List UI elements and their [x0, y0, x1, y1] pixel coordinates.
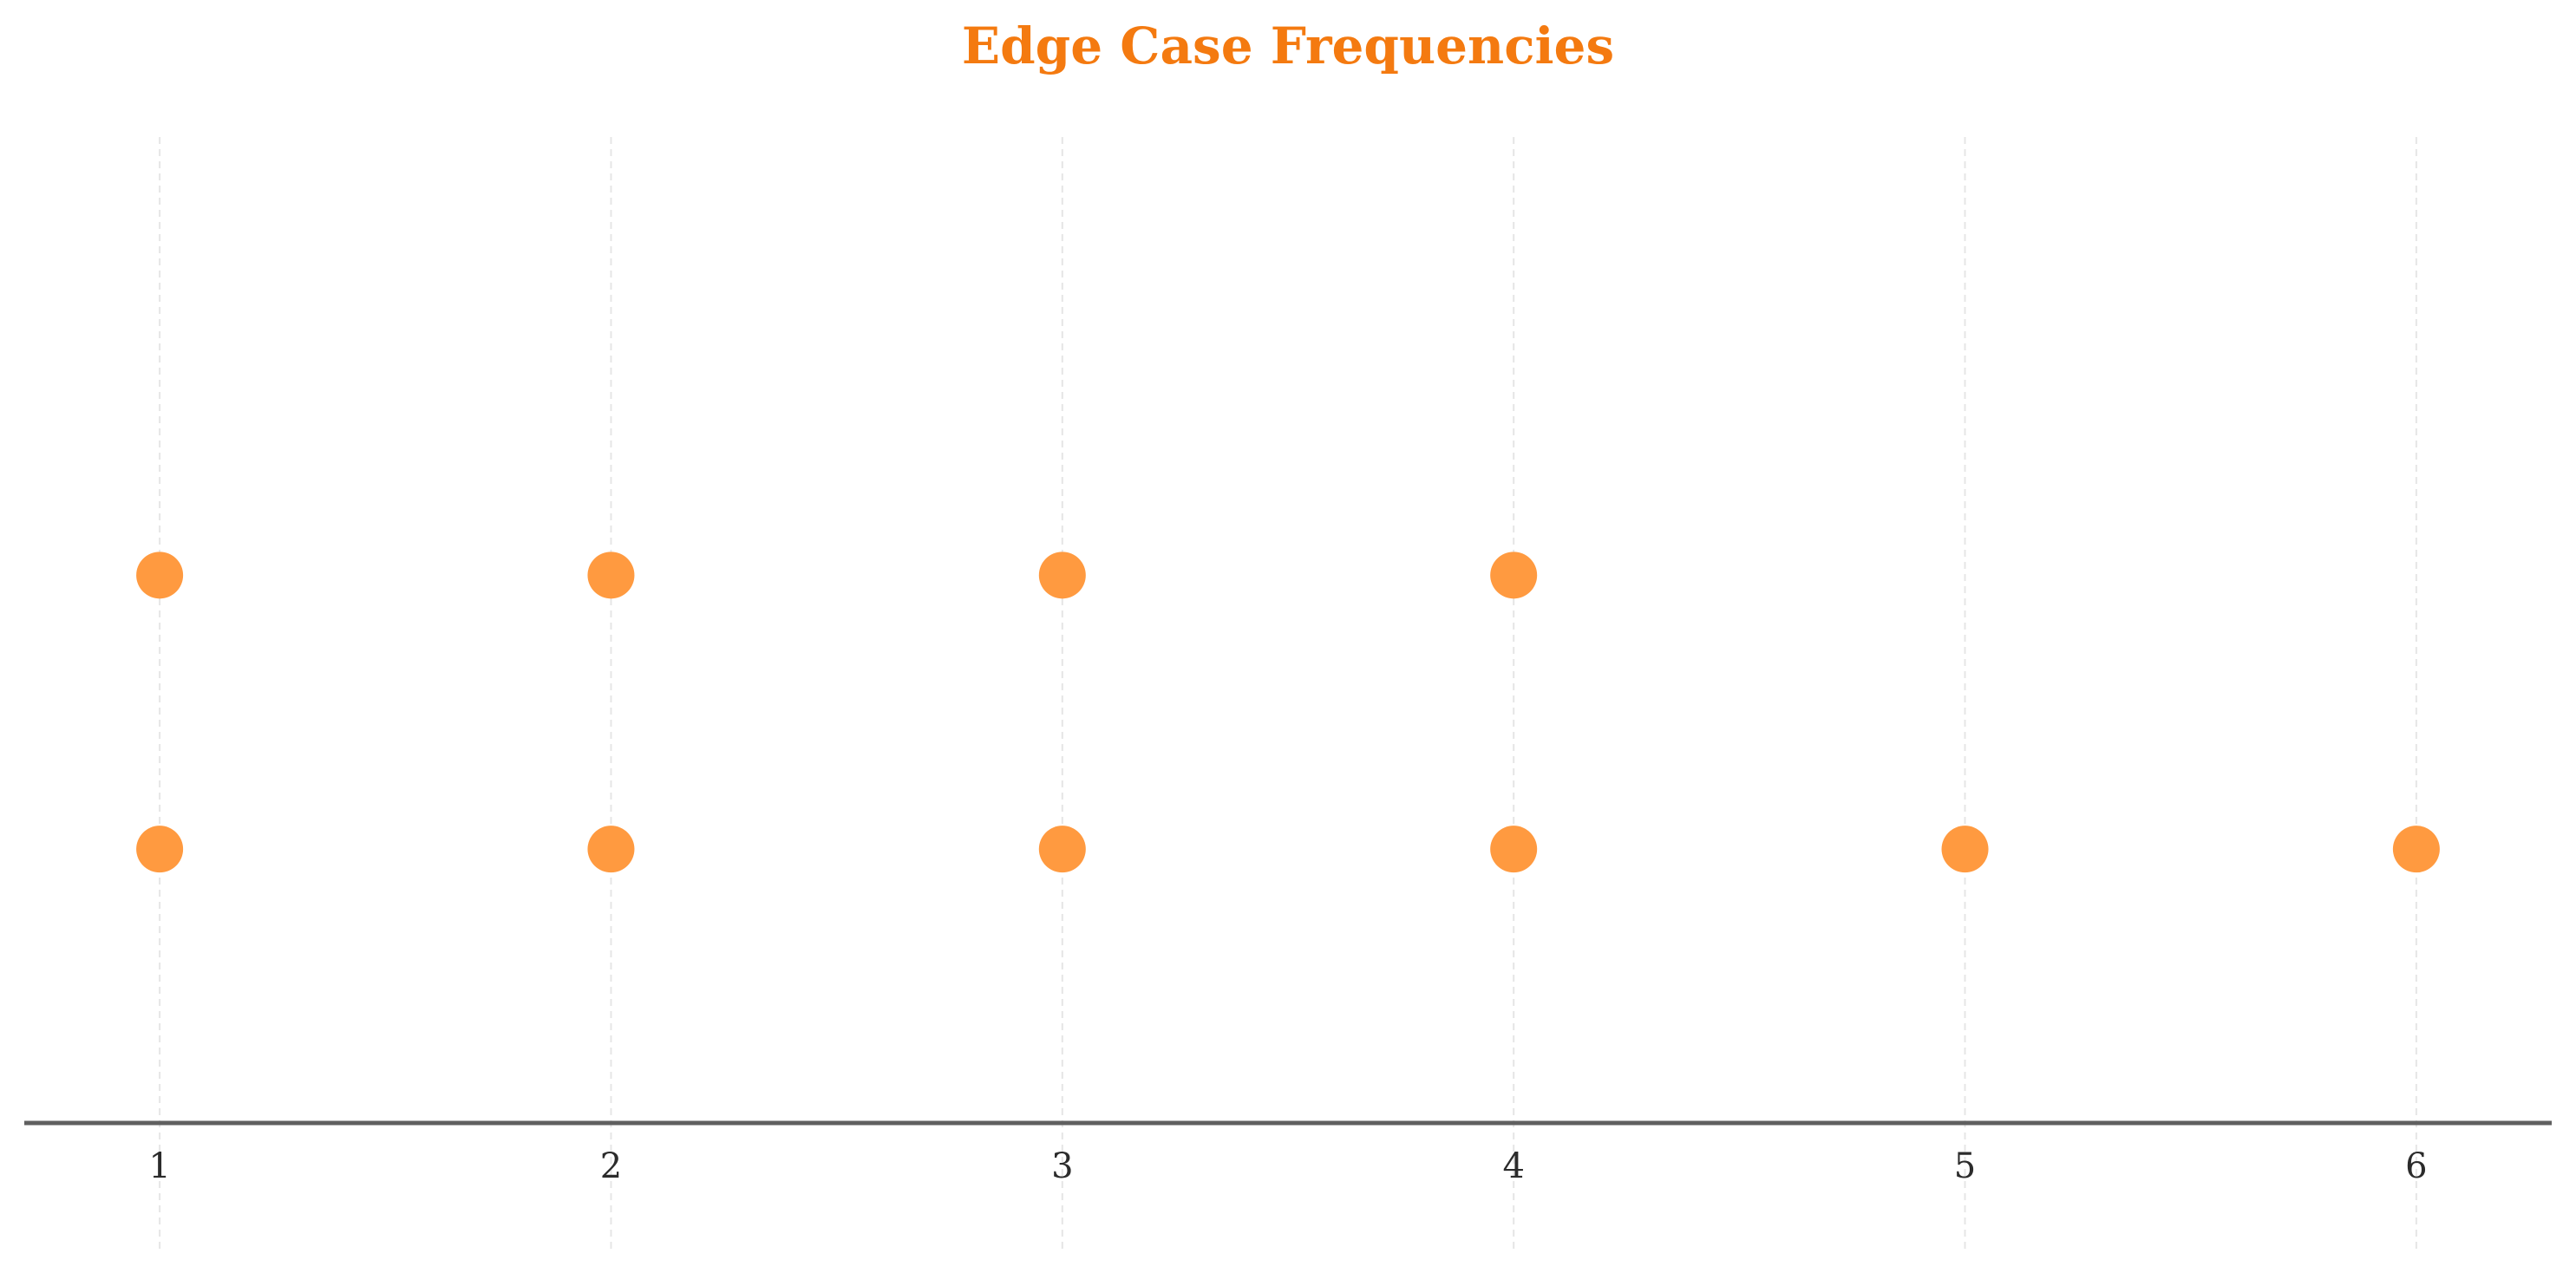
data-point-6	[2392, 826, 2440, 873]
data-points	[136, 552, 2440, 873]
data-point-3	[1038, 826, 1086, 873]
x-tick-label-2: 2	[600, 1146, 622, 1186]
data-point-5	[1941, 826, 1989, 873]
data-point-10	[1490, 552, 1538, 599]
data-point-4	[1490, 826, 1538, 873]
data-point-2	[587, 826, 635, 873]
x-tick-label-3: 3	[1051, 1146, 1073, 1186]
data-point-7	[136, 552, 184, 599]
x-tick-labels: 1 2 3 4 5 6	[148, 1146, 2427, 1186]
data-point-8	[587, 552, 635, 599]
gridlines	[159, 137, 2417, 1249]
x-tick-label-6: 6	[2405, 1146, 2427, 1186]
data-point-1	[136, 826, 184, 873]
chart-title: Edge Case Frequencies	[961, 16, 1615, 75]
x-tick-label-5: 5	[1954, 1146, 1976, 1186]
x-tick-label-4: 4	[1502, 1146, 1524, 1186]
data-point-9	[1038, 552, 1086, 599]
x-tick-label-1: 1	[148, 1146, 170, 1186]
